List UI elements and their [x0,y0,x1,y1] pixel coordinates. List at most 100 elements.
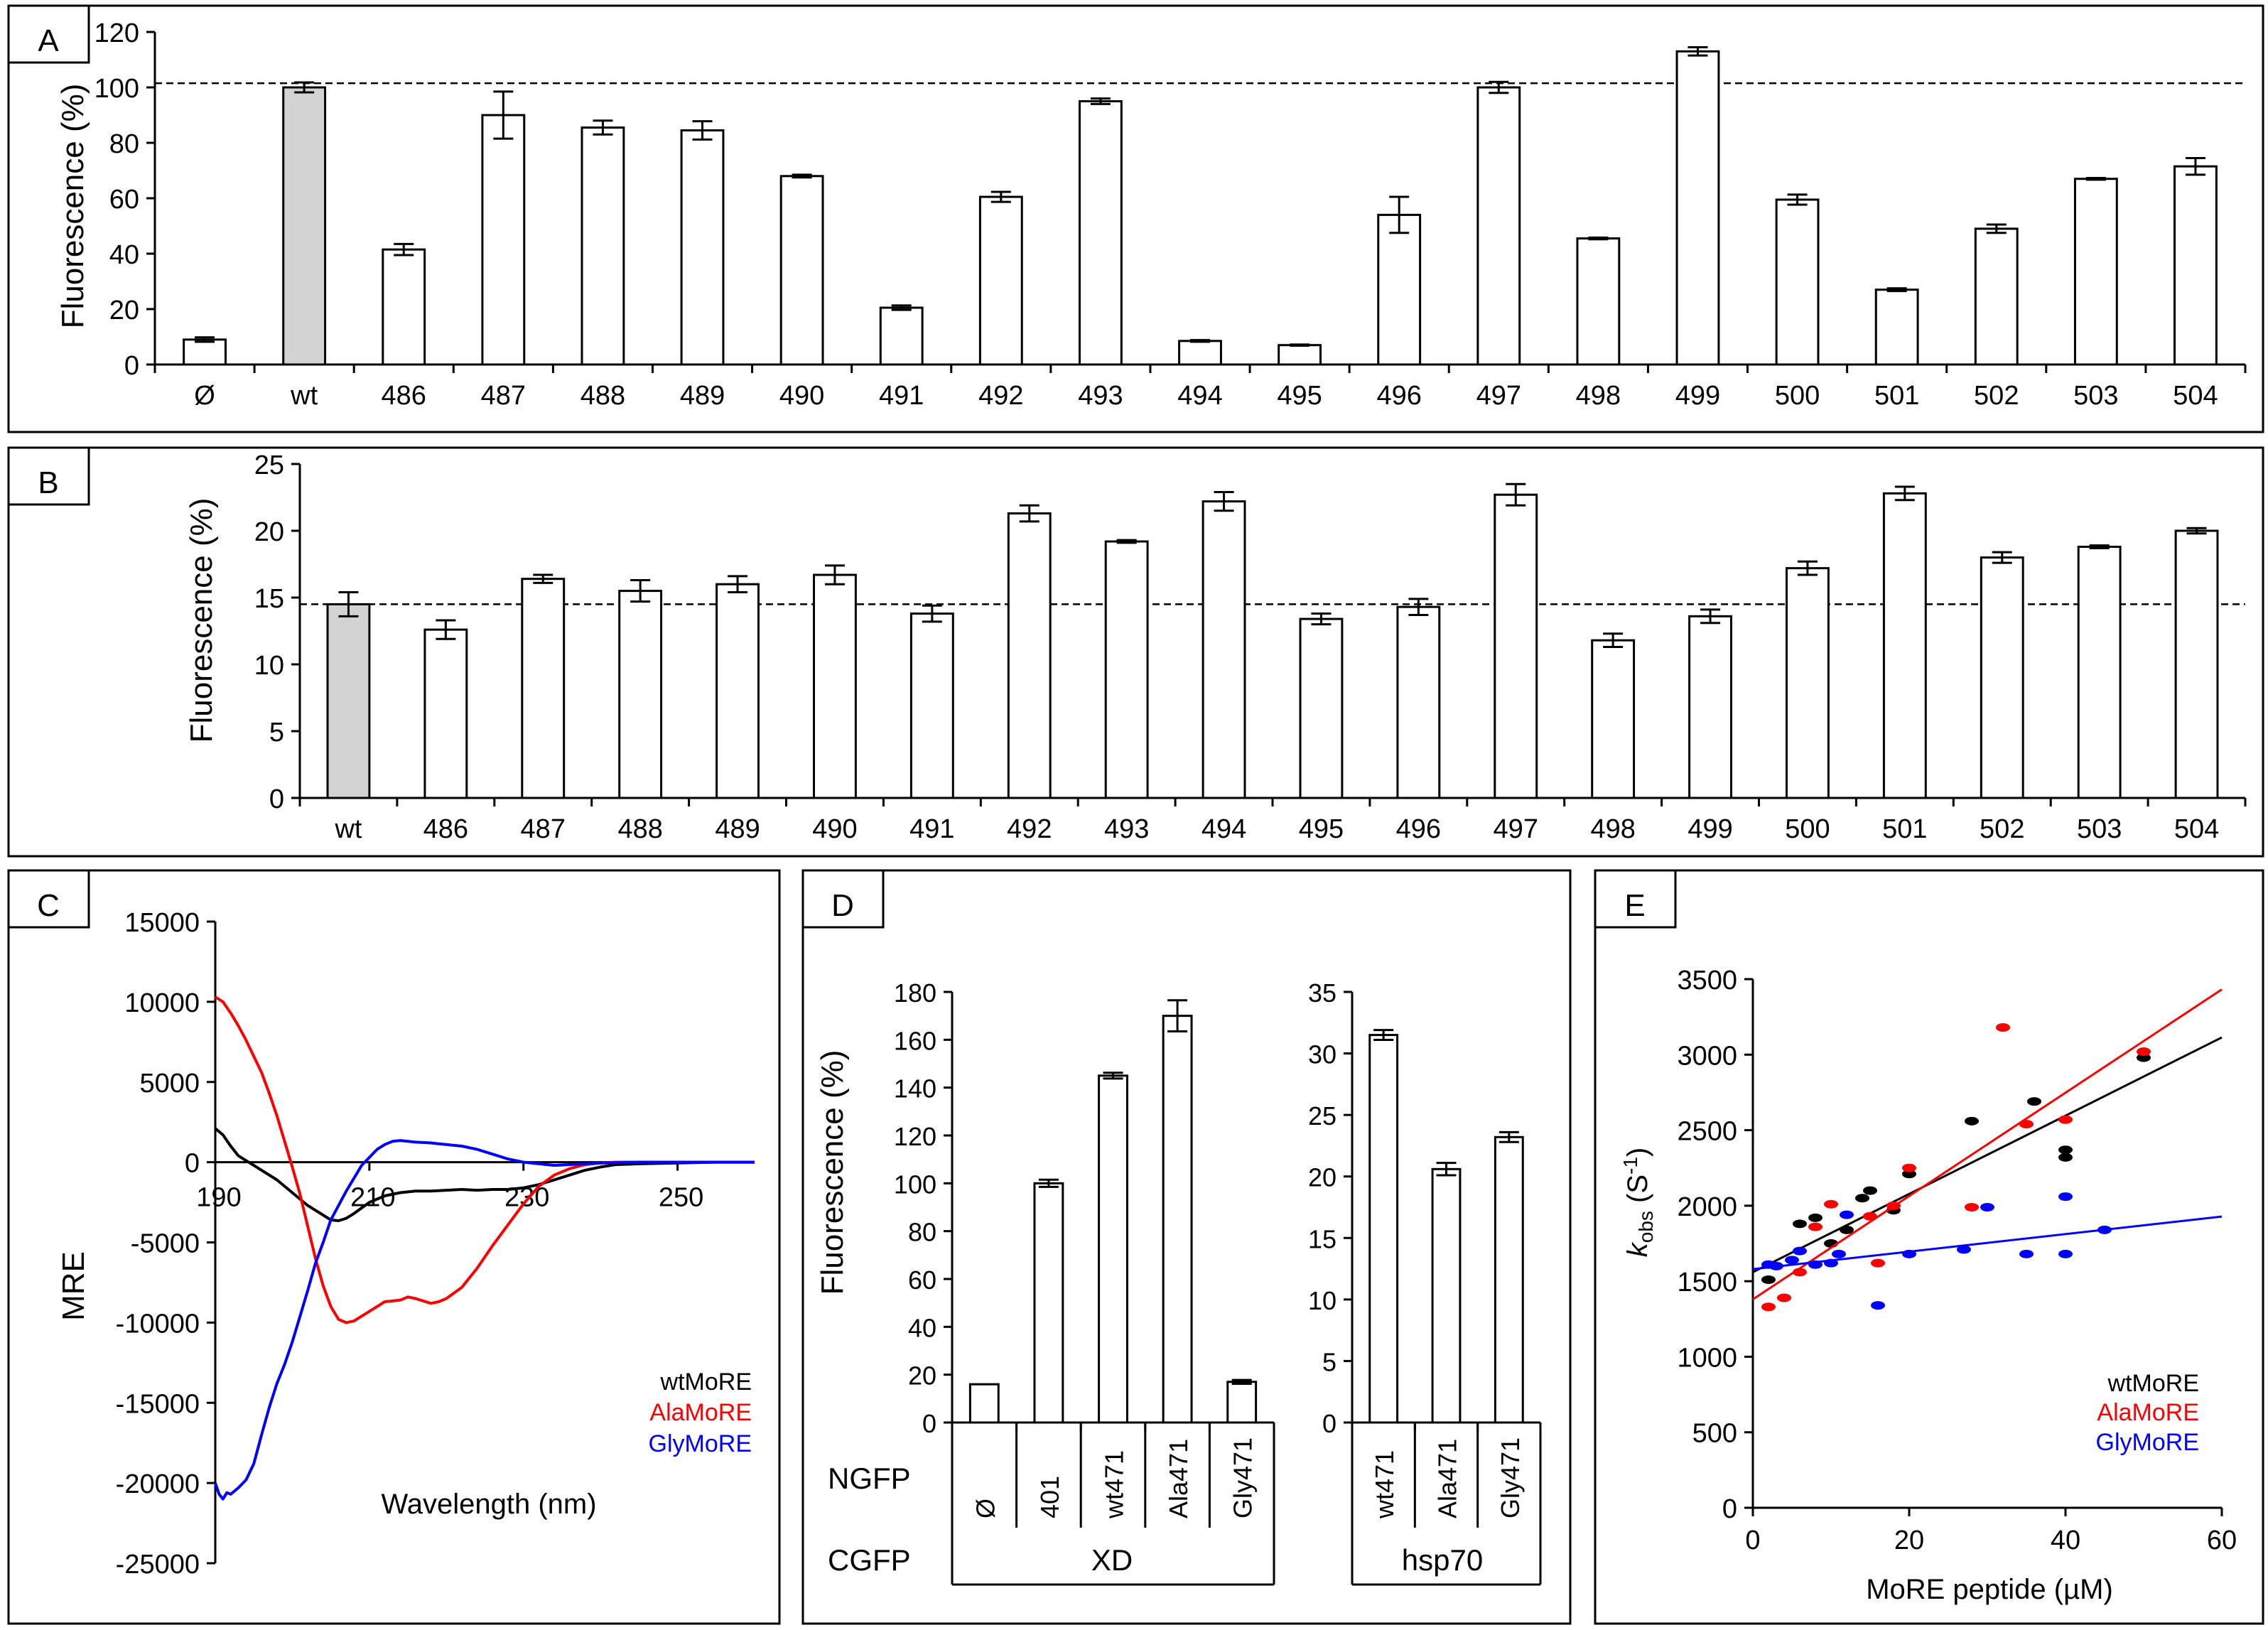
e-point-glymore [1980,1202,1994,1211]
d-right-ytick-label: 10 [1308,1286,1336,1315]
panel-c-label-box [7,869,90,929]
d-right-bar [1494,1135,1524,1424]
d-left-ytick-label: 140 [894,1074,936,1103]
e-point-alamore [1761,1302,1776,1312]
c-ytick-label: 5000 [139,1069,200,1099]
e-point-glymore [1793,1246,1807,1256]
c-ytick-label: 10000 [124,988,200,1018]
d-right-xtick-label: Gly471 [1496,1437,1525,1518]
panel-d-label: D [831,888,854,923]
d-left-xtick-label: Ø [971,1499,1000,1518]
panel-c-plot: -25000 -20000 -15000 -10000 -5000 0 5000 10000 1… [116,908,755,1580]
e-point-wtmore [2058,1153,2073,1162]
a-bar [680,129,725,366]
a-bar [1576,237,1621,366]
c-xtick-label: 210 [350,1183,395,1213]
a-xtick-label: 495 [1277,381,1322,411]
a-error-bar [394,242,414,257]
a-bar [1078,100,1123,366]
d-right-ytick-label: 0 [1322,1409,1336,1438]
d-left-xtick-label: wt471 [1100,1450,1129,1519]
a-xtick-label: 486 [382,381,426,411]
a-error-bar [990,190,1011,203]
b-bar [2077,546,2122,799]
a-error-bar [1986,223,2007,234]
a-bar [282,86,327,366]
d-right-ytick-label: 5 [1322,1347,1336,1376]
e-point-wtmore [1863,1186,1877,1195]
a-xtick-label: 490 [779,381,824,411]
b-bar [1396,605,1441,799]
e-point-alamore [2019,1120,2034,1129]
panel-e-legend-wtmore: wtMoRE [2107,1370,2199,1397]
e-ytick-label: 3000 [1677,1041,1737,1071]
e-point-glymore [2058,1192,2073,1202]
a-ytick-label: 60 [109,185,139,215]
d-right-error-bar [1373,1029,1394,1042]
b-bar [1980,556,2024,799]
d-left-bar [1226,1381,1258,1424]
a-ytick-label: 120 [94,18,139,48]
b-error-bar [1894,485,1915,502]
e-xtick-label: 20 [1894,1526,1924,1555]
b-xtick-label: 502 [1980,814,2024,844]
e-point-alamore [1886,1201,1901,1210]
d-right-bar [1431,1167,1462,1424]
panel-a: A Fluorescence (%) 0 20 40 60 80 100 120 Ø wt 486… [7,4,2264,433]
e-ytick-label: 3500 [1677,966,1737,995]
a-ytick-label: 20 [109,296,139,325]
panel-a-ylabel: Fluorescence (%) [55,84,90,329]
d-left-bar [1098,1074,1128,1424]
a-xtick-label: 503 [2073,381,2118,411]
a-error-bar [593,119,613,136]
e-ytick-label: 2500 [1677,1117,1737,1147]
a-bar [1675,50,1720,366]
panel-c-legend-alamore: AlaMoRE [649,1399,752,1426]
d-right-xtick-label: Ala471 [1433,1439,1462,1518]
c-ytick-label: -25000 [116,1550,200,1580]
b-error-bar [1797,560,1818,576]
panel-b: B Fluorescence (%) 0 5 10 15 20 25 wt 486 487 488… [7,446,2264,858]
b-bar [326,603,371,799]
a-bar [1974,227,2019,366]
panel-d-group-xd: XD [1091,1543,1133,1577]
a-xtick-label: 500 [1775,381,1820,411]
b-bar [1786,567,1830,799]
panel-c-frame [7,869,781,1625]
b-xtick-label: 493 [1104,814,1149,844]
a-ytick-label: 80 [109,129,139,159]
panel-d-frame [801,869,1572,1625]
b-error-bar [728,575,748,593]
d-left-xtick-label: Ala471 [1164,1439,1193,1518]
a-error-bar [2085,177,2106,181]
a-error-bar [1290,343,1310,347]
e-point-glymore [1957,1245,1971,1254]
panel-e-frame [1594,869,2264,1625]
e-point-glymore [2058,1249,2073,1258]
d-left-xtick-label: Gly471 [1228,1437,1258,1518]
panel-a-label-box [7,4,90,64]
panel-d-row-cgfp: CGFP [828,1543,911,1577]
a-bar [879,306,924,366]
d-left-bar [968,1383,1000,1424]
a-error-bar [692,120,713,141]
b-ytick-label: 10 [254,651,284,681]
c-xtick-label: 190 [196,1183,241,1213]
a-error-bar [792,173,812,179]
panel-c-legend-wtmore: wtMoRE [660,1369,752,1396]
b-xtick-label: 491 [909,814,954,844]
a-xtick-label: 489 [680,381,725,411]
panel-d: D Fluorescence (%) NGFP CGFP XD hsp70 0 2… [801,869,1572,1625]
e-point-glymore [1824,1258,1838,1268]
b-ytick-label: 20 [254,517,284,547]
a-xtick-label: 502 [1974,381,2019,411]
e-point-wtmore [1855,1194,1869,1203]
b-xtick-label: 487 [521,814,566,844]
a-error-bar [1886,287,1907,293]
a-error-bar [294,81,315,94]
b-xtick-label: 488 [617,814,662,844]
d-left-bar [1033,1182,1064,1424]
e-point-wtmore [2058,1145,2073,1155]
c-series-line-alamore [214,995,755,1324]
b-bar [1299,617,1344,799]
